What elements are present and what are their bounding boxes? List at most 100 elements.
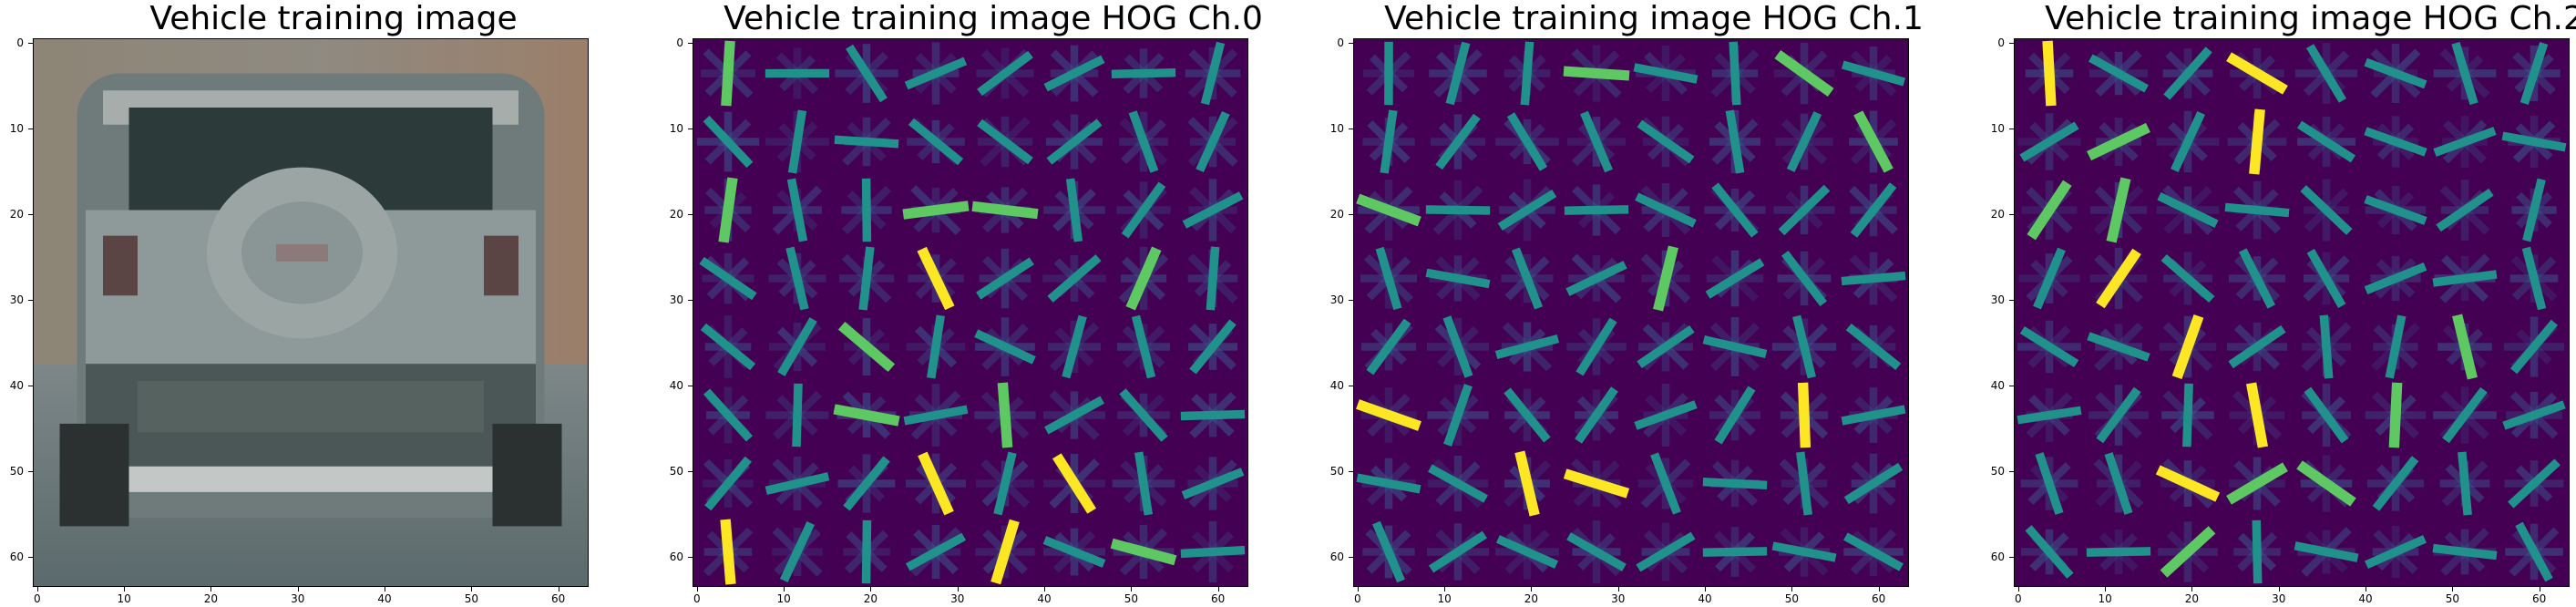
hog-dominant-stroke	[1495, 535, 1559, 569]
hog-canvas	[2015, 39, 2569, 586]
y-tick-label: 40	[1329, 378, 1344, 392]
y-tick-label: 10	[1329, 121, 1344, 135]
hog-dominant-stroke	[1853, 110, 1894, 173]
hog-dominant-stroke	[993, 451, 1017, 516]
y-tick-label: 10	[1990, 121, 2005, 135]
y-tick-label: 20	[1329, 207, 1344, 221]
hog-dominant-stroke	[2155, 465, 2221, 502]
x-tick-label: 20	[2184, 592, 2200, 605]
hog-dominant-stroke	[1506, 112, 1548, 171]
hog-dominant-stroke	[2019, 325, 2079, 368]
hog-dominant-stroke	[2226, 52, 2288, 95]
hog-dominant-stroke	[1052, 453, 1097, 514]
x-tick-label: 10	[776, 592, 791, 605]
hog-dominant-stroke	[1841, 271, 1906, 286]
hog-dominant-stroke	[1636, 531, 1696, 572]
hog-background	[2015, 39, 2569, 586]
panel-hog-ch1: Vehicle training image HOG Ch.1 0 10 20 30 4…	[1330, 0, 1973, 607]
panel-vehicle-image: Vehicle training image	[10, 0, 652, 607]
hog-dominant-stroke	[2522, 178, 2546, 242]
hog-dominant-stroke	[1563, 468, 1630, 499]
hog-dominant-stroke	[1497, 190, 1557, 231]
hog-dominant-stroke	[2027, 180, 2072, 241]
x-tick-mark	[297, 587, 299, 592]
hog-dominant-stroke	[2521, 246, 2547, 311]
x-tick-label: 0	[693, 592, 701, 605]
y-tick-mark	[1349, 471, 1353, 473]
x-tick-label: 40	[377, 592, 392, 605]
hog-dominant-stroke	[1714, 386, 1756, 445]
x-tick-mark	[36, 587, 38, 592]
hog-dominant-stroke	[927, 314, 945, 379]
hog-dominant-stroke	[1366, 318, 1411, 376]
x-tick-mark	[1044, 587, 1046, 592]
hog-dominant-stroke	[918, 451, 954, 516]
hog-dominant-stroke	[1781, 251, 1828, 306]
hog-dominant-stroke	[2224, 202, 2290, 218]
panel-hog-ch2: Vehicle training image HOG Ch.2 0 10 20 30 4…	[1991, 0, 2576, 607]
hog-image-ch2	[2014, 38, 2570, 587]
y-tick-mark	[28, 557, 33, 559]
hog-dominant-stroke	[1110, 538, 1177, 566]
hog-dominant-stroke	[2226, 462, 2288, 505]
x-tick-label: 10	[2098, 592, 2112, 605]
y-tick-mark	[2009, 557, 2014, 559]
hog-dominant-stroke	[1843, 532, 1904, 571]
hog-dominant-stroke	[977, 118, 1033, 165]
y-tick-label: 50	[1329, 465, 1344, 478]
hog-dominant-stroke	[2452, 314, 2478, 380]
hog-dominant-stroke	[1845, 323, 1902, 371]
y-tick-label: 10	[9, 121, 24, 135]
hog-dominant-stroke	[904, 57, 968, 90]
x-tick-label: 10	[117, 592, 131, 605]
hog-dominant-stroke	[976, 257, 1034, 300]
hog-dominant-stroke	[1356, 473, 1421, 494]
panel-title: Vehicle training image HOG Ch.2	[2045, 0, 2576, 37]
hog-dominant-stroke	[1445, 41, 1471, 106]
y-tick-label: 30	[1990, 293, 2005, 306]
y-tick-label: 60	[669, 550, 683, 564]
x-tick-label: 60	[1872, 592, 1886, 605]
x-tick-label: 60	[2532, 592, 2547, 605]
x-tick-label: 40	[1698, 592, 1712, 605]
hog-dominant-stroke	[2364, 127, 2427, 157]
x-tick-mark	[1878, 587, 1880, 592]
x-tick-mark	[1131, 587, 1133, 592]
hog-dominant-stroke	[1131, 314, 1156, 379]
hog-dominant-stroke	[1372, 520, 1405, 583]
hog-dominant-stroke	[2432, 270, 2498, 287]
y-tick-mark	[688, 471, 693, 473]
x-tick-label: 50	[2445, 592, 2459, 605]
x-tick-mark	[1705, 587, 1707, 592]
x-tick-mark	[1357, 587, 1359, 592]
hog-image-ch1	[1353, 38, 1909, 587]
hog-dominant-stroke	[2238, 248, 2276, 309]
hog-dominant-stroke	[2502, 400, 2566, 430]
hog-dominant-stroke	[2458, 451, 2472, 516]
hog-dominant-stroke	[1778, 184, 1831, 236]
y-tick-label: 0	[1997, 36, 2005, 49]
hog-dominant-stroke	[1356, 399, 1421, 431]
x-tick-label: 0	[2014, 592, 2022, 605]
x-tick-mark	[1531, 587, 1533, 592]
hog-dominant-stroke	[1425, 205, 1491, 215]
hog-dominant-stroke	[2433, 127, 2497, 157]
y-tick-label: 60	[9, 550, 24, 564]
hog-dominant-stroke	[1428, 530, 1488, 573]
hog-dominant-stroke	[1565, 261, 1627, 296]
hog-dominant-stroke	[1702, 335, 1768, 358]
hog-dominant-stroke	[1428, 464, 1488, 503]
y-tick-mark	[2009, 213, 2014, 215]
y-tick-mark	[2009, 471, 2014, 473]
hog-dominant-stroke	[704, 456, 752, 511]
y-tick-label: 30	[9, 293, 24, 306]
hog-dominant-stroke	[1375, 246, 1402, 311]
x-tick-label: 40	[1037, 592, 1052, 605]
hog-dominant-stroke	[1042, 536, 1106, 568]
hog-dominant-stroke	[2305, 44, 2347, 103]
hog-dominant-stroke	[2228, 324, 2286, 369]
hog-dominant-stroke	[2017, 406, 2082, 425]
hog-dominant-stroke	[2033, 247, 2066, 310]
hog-background	[693, 39, 1247, 586]
hog-dominant-stroke	[1043, 55, 1105, 92]
